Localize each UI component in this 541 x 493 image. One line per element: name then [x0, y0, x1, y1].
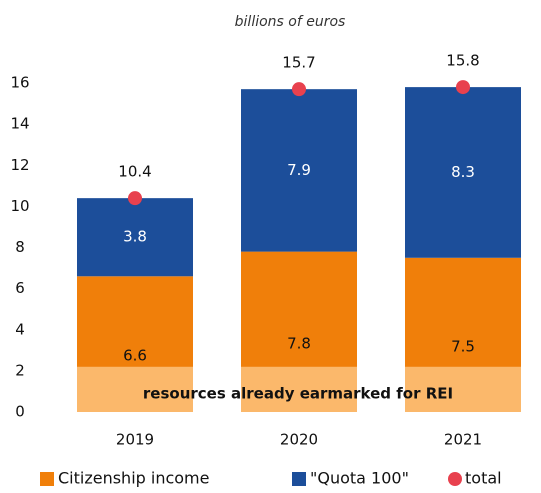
total-label: 10.4 [118, 163, 151, 181]
total-dot [128, 191, 142, 206]
value-label: 7.9 [287, 161, 311, 179]
legend-swatch [40, 472, 54, 486]
y-tick-label: 14 [10, 115, 29, 133]
x-tick-label: 2019 [116, 431, 154, 449]
value-label: 6.6 [123, 347, 147, 365]
bar-segment [405, 87, 521, 258]
bar-segment [77, 198, 193, 277]
total-label: 15.8 [446, 52, 479, 70]
legend-label: Citizenship income [58, 469, 209, 488]
bar-segment [241, 89, 357, 252]
y-tick-label: 16 [10, 74, 29, 92]
total-dot [292, 82, 306, 97]
chart-subtitle: billions of euros [235, 14, 346, 30]
x-tick-label: 2020 [280, 431, 318, 449]
value-label: 7.8 [287, 334, 311, 352]
total-dot [456, 80, 470, 95]
y-tick-label: 4 [15, 320, 25, 338]
y-tick-label: 12 [10, 156, 29, 174]
y-tick-label: 10 [10, 197, 29, 215]
total-label: 15.7 [282, 54, 315, 72]
earmarked-segment [77, 366, 193, 412]
earmarked-segment [241, 366, 357, 412]
x-tick-label: 2021 [444, 431, 482, 449]
y-tick-label: 2 [15, 361, 25, 379]
y-tick-label: 0 [15, 403, 25, 421]
y-tick-label: 6 [15, 279, 25, 297]
value-label: 3.8 [123, 228, 147, 246]
earmarked-segment [405, 366, 521, 412]
value-label: 8.3 [451, 163, 475, 181]
value-label: 7.5 [451, 337, 475, 355]
legend-swatch [448, 472, 462, 486]
y-tick-label: 8 [15, 238, 25, 256]
legend-label: total [465, 469, 502, 488]
annotation: resources already earmarked for REI [143, 385, 453, 403]
legend-swatch [292, 472, 306, 486]
legend-label: "Quota 100" [310, 469, 409, 488]
